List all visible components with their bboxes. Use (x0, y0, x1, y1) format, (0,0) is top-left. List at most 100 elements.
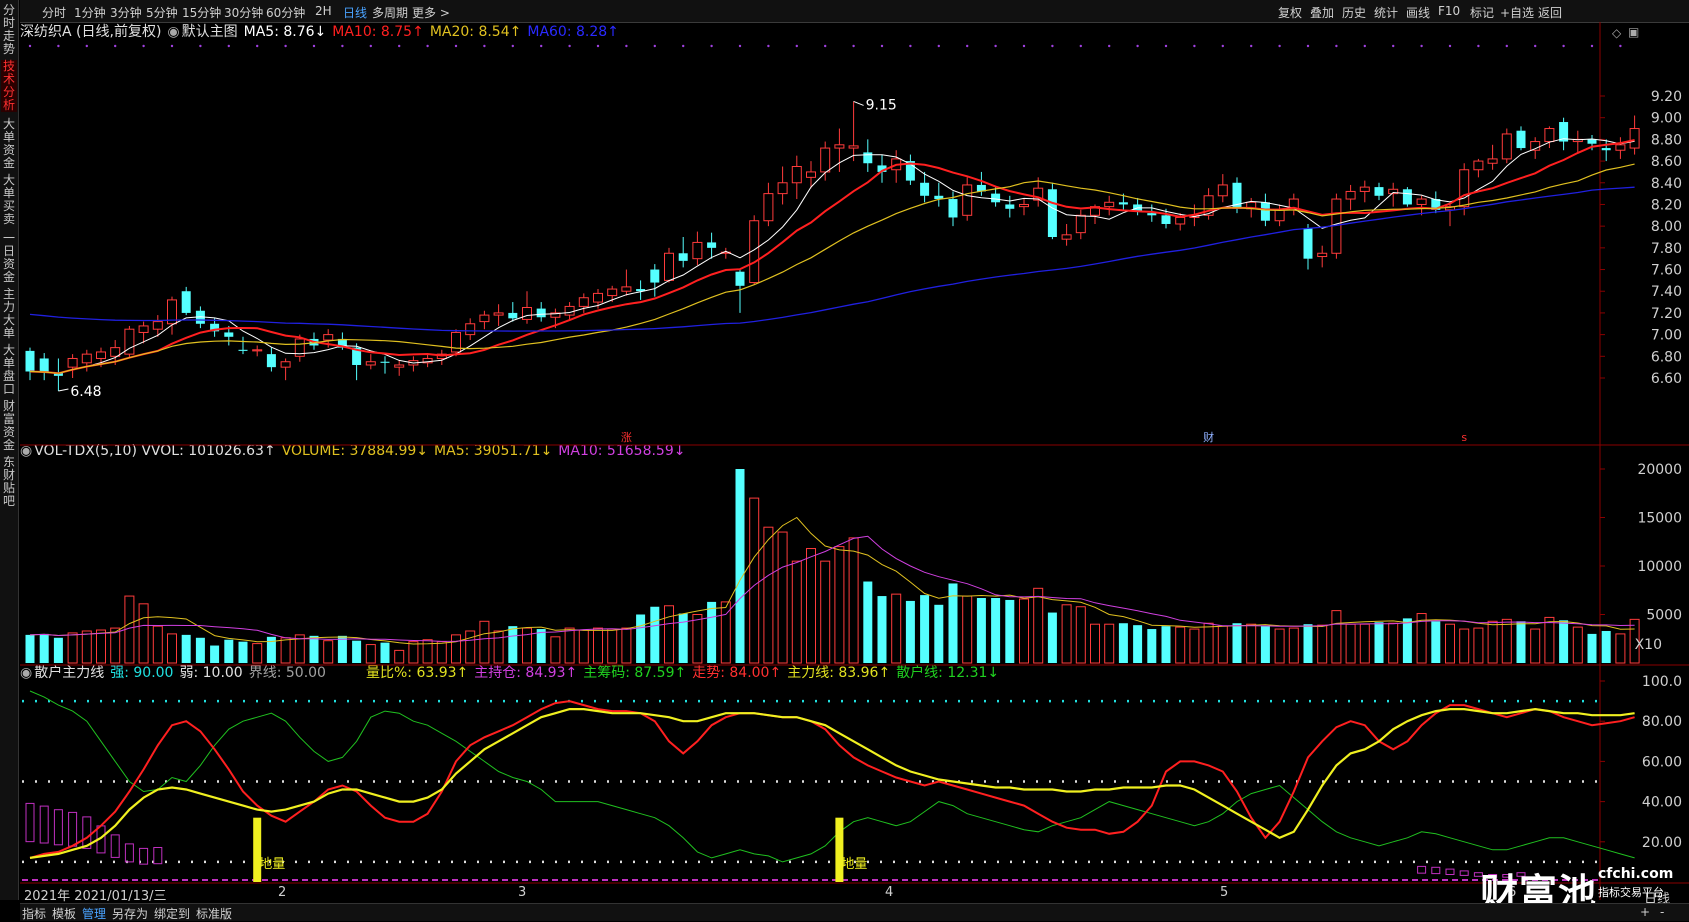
price-tick-label: 9.00 (1651, 111, 1682, 127)
candle-body (578, 297, 589, 307)
sh-retail-bar (39, 805, 49, 844)
candle-body (1118, 202, 1128, 205)
signal-dot (994, 44, 997, 48)
volume-bar (1133, 625, 1143, 663)
volume-bar (508, 626, 518, 663)
add-watchlist-button[interactable]: +自选 (1500, 6, 1535, 20)
left-tab-yiri-zijin[interactable]: 一日资金 (2, 231, 15, 284)
left-tab-dadan-pankou[interactable]: 大单盘口 (2, 343, 15, 396)
period-daily[interactable]: 日线 (343, 6, 368, 20)
vol-tick-label: 15000 (1637, 511, 1682, 527)
volume-bar (408, 641, 419, 664)
volume-bar (1629, 618, 1640, 664)
period-multi[interactable]: 多周期 (372, 6, 409, 20)
indicator-toggle-icon[interactable]: ◉ (167, 24, 180, 40)
signal-dot (1448, 44, 1452, 48)
period-fenshi[interactable]: 分时 (42, 6, 67, 20)
mark-button[interactable]: 标记 (1470, 6, 1495, 20)
period-60min[interactable]: 60分钟 (266, 6, 306, 20)
legend-ma60: MA60: 8.28↑ (527, 24, 619, 40)
period-2h[interactable]: 2H (315, 4, 332, 18)
left-tab-jishu[interactable]: 技术分析 (1, 59, 17, 112)
volume-bar (294, 634, 305, 664)
volume-bar (578, 629, 589, 664)
bottom-manage[interactable]: 管理 (82, 907, 107, 921)
vol-tick-label: 20000 (1637, 462, 1682, 478)
left-tab-zhuli-dadan[interactable]: 主力大单 (2, 287, 15, 340)
history-button[interactable]: 历史 (1342, 6, 1367, 20)
left-tab-dadan-zijin[interactable]: 大单资金 (2, 117, 15, 170)
signal-dot (710, 44, 713, 48)
volume-bar (53, 637, 63, 663)
candle-body (1473, 160, 1484, 171)
period-1min[interactable]: 1分钟 (74, 6, 106, 20)
bottom-standard[interactable]: 标准版 (196, 907, 233, 921)
volume-bar (1260, 626, 1270, 663)
bottom-save-as[interactable]: 另存为 (112, 907, 149, 921)
sh-title: 散户主力线 (34, 665, 105, 681)
left-tab-fenshi[interactable]: 分时走势 (2, 3, 15, 56)
candle-body (1629, 128, 1640, 149)
volume-bar (309, 635, 319, 663)
volume-bar (863, 581, 873, 663)
left-tab-caifu-zijin[interactable]: 财富资金 (2, 399, 15, 452)
candle-body (39, 358, 49, 373)
volume-bar (224, 639, 234, 663)
back-button[interactable]: 返回 (1538, 6, 1563, 20)
bottom-bind-to[interactable]: 绑定到 (154, 907, 191, 921)
signal-dot (1505, 44, 1509, 48)
period-more[interactable]: 更多 > (412, 6, 450, 20)
fuquan-button[interactable]: 复权 (1278, 6, 1303, 20)
stats-button[interactable]: 统计 (1374, 6, 1399, 20)
volume-bar (365, 644, 376, 664)
f10-button[interactable]: F10 (1438, 4, 1461, 18)
volume-bar (1288, 627, 1299, 664)
price-tick-label: 8.20 (1651, 197, 1682, 213)
candle-body (394, 364, 405, 368)
signal-dot (1477, 44, 1480, 48)
draw-button[interactable]: 画线 (1406, 6, 1431, 20)
x-axis-month-2: 2 (278, 885, 287, 900)
volume-bar (735, 469, 745, 663)
overlay-button[interactable]: 叠加 (1310, 6, 1335, 20)
signal-dot (511, 44, 514, 48)
period-15min[interactable]: 15分钟 (182, 6, 222, 20)
candle-body (1005, 204, 1015, 209)
bottom-indicator[interactable]: 指标 (22, 907, 47, 921)
vol-ma5: MA5: 39051.71↓ (434, 443, 553, 459)
marker-cai: 财 (1203, 430, 1214, 444)
volume-bar (707, 601, 717, 663)
period-30min[interactable]: 30分钟 (224, 6, 264, 20)
signal-dot (142, 44, 145, 48)
volume-bar (266, 636, 276, 663)
zoom-out-button[interactable]: - (1660, 905, 1665, 919)
signal-dot (1164, 44, 1168, 48)
volume-bar (1104, 623, 1115, 664)
sh-retail-line (29, 690, 1635, 863)
main-indicator-name[interactable]: 默认主图 (181, 24, 238, 40)
candle-body (1530, 141, 1541, 151)
zoom-in-button[interactable]: + (1640, 905, 1651, 919)
volume-bar (1317, 624, 1328, 664)
left-tab-dadan-maimai[interactable]: 大单买卖 (2, 173, 15, 226)
volume-bar (1005, 599, 1015, 663)
volume-bar (1303, 624, 1313, 663)
bottom-template[interactable]: 模板 (52, 907, 77, 921)
period-3min[interactable]: 3分钟 (110, 6, 142, 20)
panel-diamond-icon[interactable]: ◇ (1612, 26, 1622, 40)
candle-body (1459, 169, 1470, 208)
candle-body (593, 292, 603, 303)
volume-bar (1118, 623, 1128, 663)
candle-body (352, 347, 362, 365)
panel-maximize-icon[interactable]: ▣ (1628, 25, 1640, 39)
sh-trend: 走势: 84.00↑ (692, 665, 782, 681)
volume-bar (1359, 623, 1370, 664)
candle-body (522, 307, 532, 320)
period-5min[interactable]: 5分钟 (146, 6, 178, 20)
sh-tick-label: 40.00 (1642, 795, 1682, 811)
left-tab-tieba[interactable]: 东财贴吧 (2, 455, 15, 508)
sh-toggle-icon[interactable]: ◉ (20, 665, 33, 681)
vol-toggle-icon[interactable]: ◉ (20, 443, 33, 459)
candle-body (991, 193, 1001, 203)
